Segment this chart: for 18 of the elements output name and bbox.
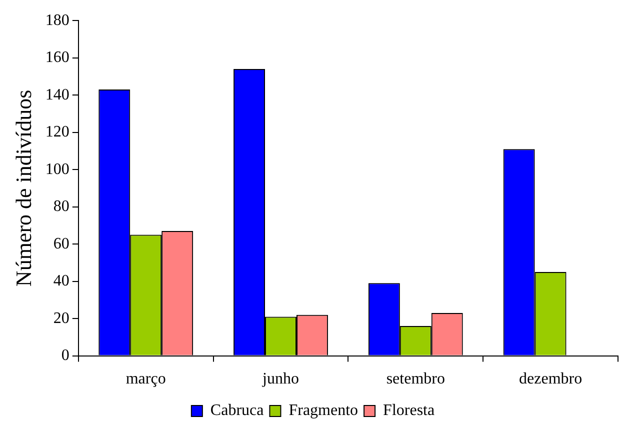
x-tick-label: dezembro (519, 370, 582, 388)
legend-label: Fragmento (288, 402, 358, 420)
legend-label: Floresta (383, 402, 435, 420)
y-tick-label: 180 (45, 12, 70, 29)
y-tick-label: 140 (45, 86, 70, 104)
y-axis-title: Número de indivíduos (10, 90, 36, 287)
x-tick-label: setembro (386, 370, 445, 388)
y-tick-label: 160 (45, 49, 70, 66)
y-tick-label: 80 (53, 198, 70, 216)
x-tick-label: junho (262, 370, 299, 388)
y-tick-label: 40 (53, 272, 70, 290)
y-tick-label: 0 (61, 347, 70, 364)
y-tick-label: 60 (53, 235, 70, 252)
y-tick-label: 120 (45, 124, 70, 141)
x-tick-label: março (126, 370, 166, 388)
legend-label: Cabruca (210, 402, 264, 420)
y-tick-label: 20 (53, 310, 70, 327)
y-tick-label: 100 (45, 160, 70, 178)
